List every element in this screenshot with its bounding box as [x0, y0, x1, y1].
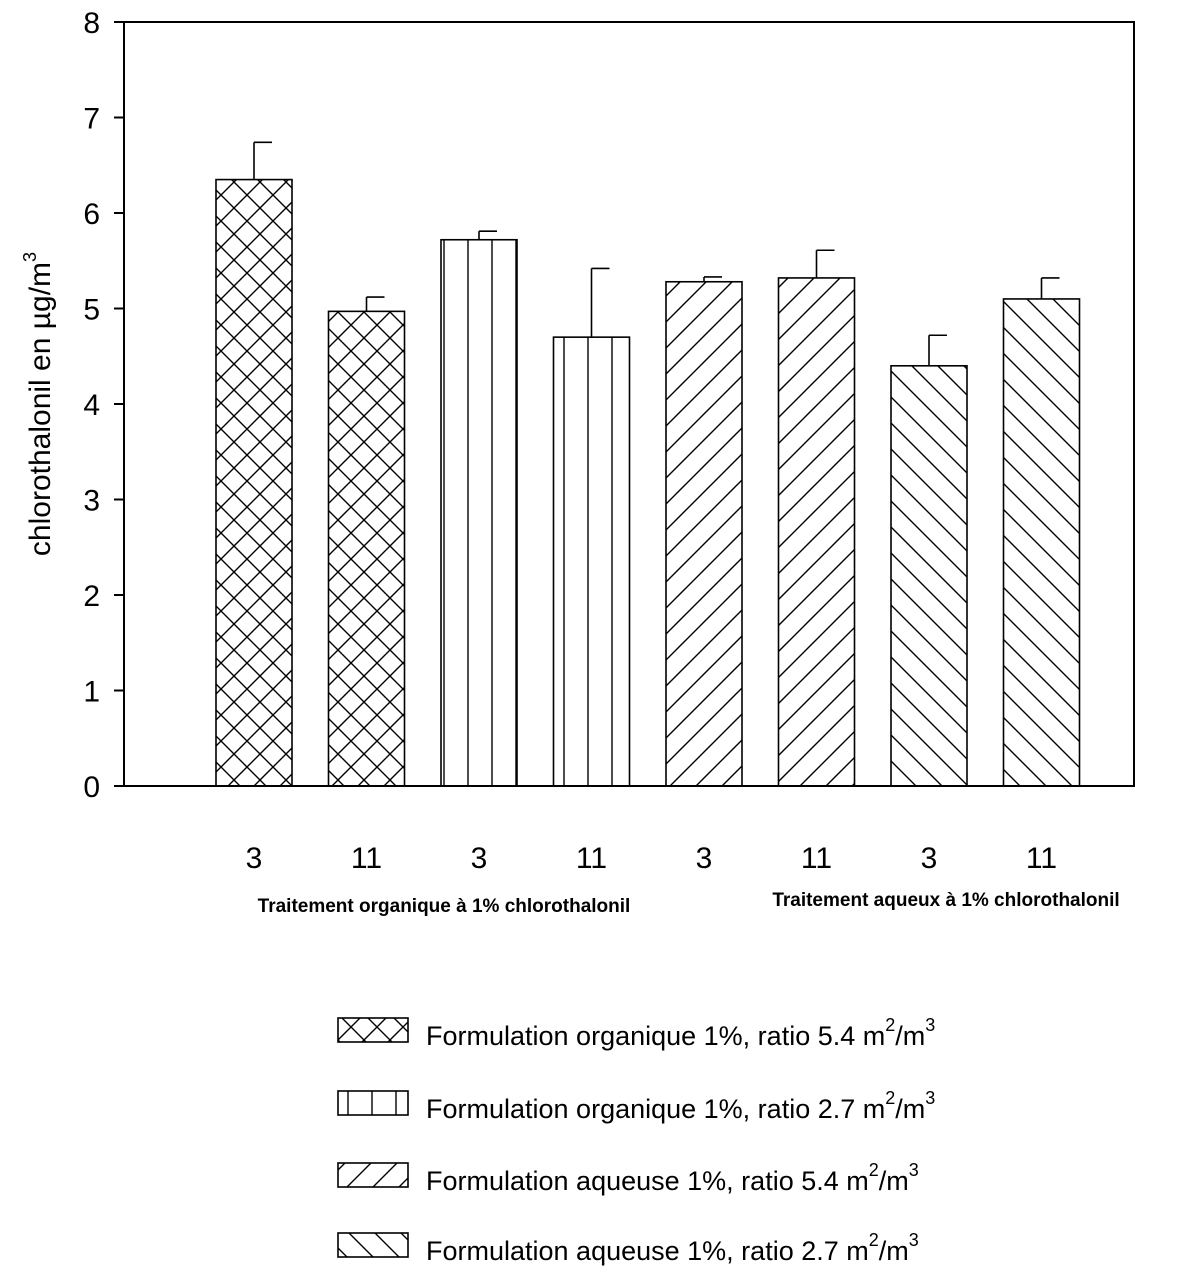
y-tick-label: 7	[83, 103, 100, 136]
y-axis: 0 1 2 3 4 5 6 7 8	[83, 7, 124, 804]
legend-swatch	[337, 1232, 409, 1258]
y-axis-label: chlorothalonil en µg/m3	[20, 252, 57, 556]
legend-swatch	[337, 1162, 409, 1188]
legend: Formulation organique 1%, ratio 5.4 m2/m…	[337, 1015, 935, 1266]
x-tick-label: 3	[696, 842, 713, 875]
legend-item: Formulation aqueuse 1%, ratio 2.7 m2/m3	[337, 1230, 919, 1266]
group-label-organic: Traitement organique à 1% chlorothalonil	[258, 896, 631, 917]
y-tick-label: 6	[83, 198, 100, 231]
legend-swatch	[337, 1090, 409, 1116]
y-tick-label: 8	[83, 7, 100, 40]
legend-label: Formulation aqueuse 1%, ratio 2.7 m2/m3	[426, 1230, 919, 1266]
y-tick-label: 0	[83, 771, 100, 804]
x-tick-label: 11	[351, 842, 382, 875]
bar	[890, 364, 968, 787]
legend-label: Formulation aqueuse 1%, ratio 5.4 m2/m3	[426, 1160, 919, 1196]
legend-label: Formulation organique 1%, ratio 2.7 m2/m…	[426, 1088, 935, 1124]
y-tick-label: 4	[83, 389, 100, 422]
bars	[215, 141, 1081, 787]
x-tick-label: 3	[921, 842, 938, 875]
x-tick-label: 11	[801, 842, 832, 875]
x-tick-label: 3	[471, 842, 488, 875]
group-label-aqueous: Traitement aqueux à 1% chlorothalonil	[772, 890, 1119, 911]
bar	[1002, 298, 1081, 787]
y-tick-label: 3	[83, 485, 100, 518]
bar	[552, 336, 631, 787]
legend-item: Formulation organique 1%, ratio 5.4 m2/m…	[337, 1015, 935, 1051]
legend-label: Formulation organique 1%, ratio 5.4 m2/m…	[426, 1015, 935, 1051]
y-tick-label: 2	[83, 580, 100, 613]
y-tick-label: 5	[83, 294, 100, 327]
y-axis-label-text: chlorothalonil en µg/m	[24, 262, 57, 556]
y-tick-label: 1	[83, 676, 100, 709]
y-axis-label-superscript: 3	[20, 252, 40, 262]
bar	[665, 280, 743, 787]
legend-item: Formulation aqueuse 1%, ratio 5.4 m2/m3	[337, 1160, 919, 1196]
x-tick-label: 3	[246, 842, 263, 875]
legend-swatch	[337, 1017, 409, 1043]
x-tick-label: 11	[576, 842, 607, 875]
bar	[440, 238, 518, 787]
bar	[327, 310, 406, 787]
legend-item: Formulation organique 1%, ratio 2.7 m2/m…	[337, 1088, 935, 1124]
bar	[215, 178, 293, 787]
x-axis: 3 11 3 11 3 11 3 11	[246, 842, 1057, 875]
bar	[777, 277, 856, 787]
x-tick-label: 11	[1026, 842, 1057, 875]
